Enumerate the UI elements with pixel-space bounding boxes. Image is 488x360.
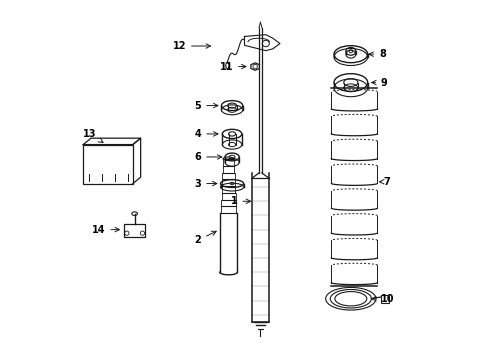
Text: 4: 4	[194, 129, 218, 139]
Text: 12: 12	[172, 41, 210, 51]
Text: 8: 8	[368, 49, 385, 59]
Bar	[124, 224, 145, 238]
Text: 7: 7	[379, 177, 390, 187]
Text: 10: 10	[371, 294, 394, 304]
Bar	[380, 295, 388, 303]
Text: 14: 14	[92, 225, 119, 235]
Text: 11: 11	[219, 62, 245, 72]
Bar	[83, 145, 133, 184]
Text: 2: 2	[194, 231, 216, 245]
Text: 5: 5	[194, 100, 218, 111]
Text: 9: 9	[371, 77, 387, 87]
Text: 6: 6	[194, 152, 222, 162]
Text: 1: 1	[230, 196, 250, 206]
Text: 3: 3	[194, 179, 217, 189]
Text: 13: 13	[83, 129, 103, 143]
